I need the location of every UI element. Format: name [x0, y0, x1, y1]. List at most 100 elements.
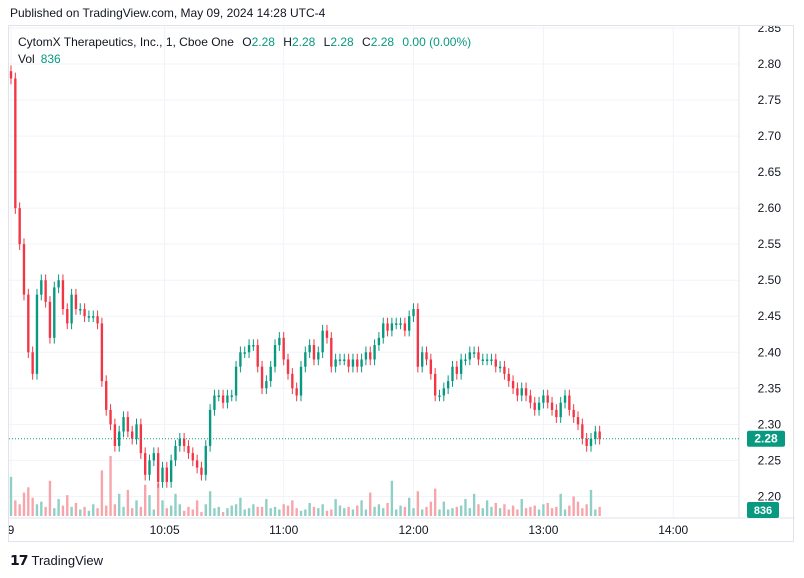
candle-body [92, 316, 95, 318]
price-chart[interactable]: 2.85 2.80 2.75 2.70 2.65 2.60 2.55 2.50 2.45 2.40… [9, 26, 795, 543]
y-tick-label: 2.50 [758, 273, 782, 287]
low-label: L [323, 35, 331, 49]
candle-body [559, 402, 562, 418]
volume-bar [74, 502, 78, 516]
candle-body [325, 330, 329, 338]
volume-bar [503, 504, 506, 516]
volume-bar [243, 509, 246, 516]
volume-bar [14, 500, 17, 516]
volume-bar [485, 500, 489, 516]
candle-body [156, 453, 160, 482]
x-tick-label: 11:00 [269, 523, 298, 537]
volume-bar [122, 506, 125, 516]
volume-bar [304, 509, 307, 516]
volume-bar [568, 505, 571, 516]
candle-body [408, 316, 411, 331]
volume-bar [217, 506, 220, 516]
candle-body [468, 352, 471, 360]
candle-body [360, 359, 363, 367]
volume-bar [178, 504, 181, 516]
candle-body [343, 359, 346, 361]
candle-body [485, 359, 489, 361]
volume-bar [273, 506, 277, 516]
volume-bar [472, 493, 476, 516]
candle-body [334, 359, 337, 367]
candle-body [109, 409, 112, 425]
x-tick-label: 13:00 [528, 523, 558, 537]
volume-bar [438, 509, 441, 516]
candle-body [433, 373, 437, 396]
candle-body [44, 280, 47, 302]
volume-bar [507, 509, 510, 516]
volume-bar [169, 505, 173, 516]
candle-body [221, 395, 225, 403]
candle-body [278, 337, 281, 346]
volume-bar [589, 489, 593, 516]
candle-body [265, 381, 268, 389]
volume-bar [490, 506, 493, 516]
candle-body [299, 366, 303, 396]
volume-bar [61, 505, 65, 516]
volume-bar [308, 502, 311, 516]
tradingview-logo-icon: 𝟭𝟳 [10, 552, 29, 568]
candle-body [9, 71, 13, 79]
candle-body [247, 345, 251, 353]
candle-body [273, 345, 277, 367]
candle-body [286, 359, 290, 374]
candle-body [546, 395, 549, 403]
y-tick-label: 2.55 [758, 237, 782, 251]
volume-bar [139, 506, 143, 516]
volume-bar [35, 504, 39, 516]
candle-body [57, 280, 60, 288]
volume-bar [360, 500, 363, 516]
candle-body [27, 294, 30, 353]
vol-label: Vol [18, 52, 35, 66]
candle-body [542, 395, 545, 403]
candle-body [161, 467, 164, 482]
volume-bar [22, 492, 26, 516]
volume-bar [420, 509, 424, 516]
candle-body [40, 280, 43, 295]
candle-body [139, 424, 143, 454]
y-tick-label: 2.45 [758, 309, 782, 323]
candle-body [568, 395, 571, 410]
x-tick-label: 10:05 [150, 523, 180, 537]
y-tick-label: 2.30 [758, 417, 782, 431]
volume-bar [92, 504, 95, 516]
volume-bar [594, 509, 597, 516]
candle-body [317, 352, 320, 360]
volume-bar [135, 500, 138, 516]
volume-bar [330, 509, 333, 516]
candle-body [304, 352, 307, 367]
candle-body [230, 395, 233, 397]
volume-bar [239, 497, 242, 516]
last-volume-badge [747, 502, 779, 518]
candle-body [195, 460, 199, 468]
volume-bar [234, 504, 238, 516]
candle-body [451, 366, 454, 382]
candle-body [503, 366, 506, 374]
candle-body [429, 359, 433, 374]
volume-bar [295, 508, 298, 516]
candle-body [312, 345, 316, 360]
volume-bar [317, 508, 320, 516]
candle-body [239, 352, 242, 367]
volume-bar [481, 508, 484, 516]
y-tick-label: 2.20 [758, 489, 782, 503]
candle-body [490, 359, 493, 361]
candle-body [351, 359, 355, 367]
candle-body [213, 395, 216, 410]
volume-bar [572, 496, 575, 516]
volume-bar [494, 502, 497, 516]
candle-body [291, 373, 294, 389]
candle-body [118, 431, 121, 446]
candle-body [148, 460, 151, 475]
candle-body [455, 366, 459, 374]
volume-bar [425, 506, 428, 516]
candle-body [446, 381, 450, 389]
y-tick-label: 2.75 [758, 93, 782, 107]
volume-bar [286, 505, 290, 516]
candle-body [555, 409, 558, 418]
low-value: 2.28 [330, 35, 354, 49]
volume-bar [187, 506, 190, 516]
